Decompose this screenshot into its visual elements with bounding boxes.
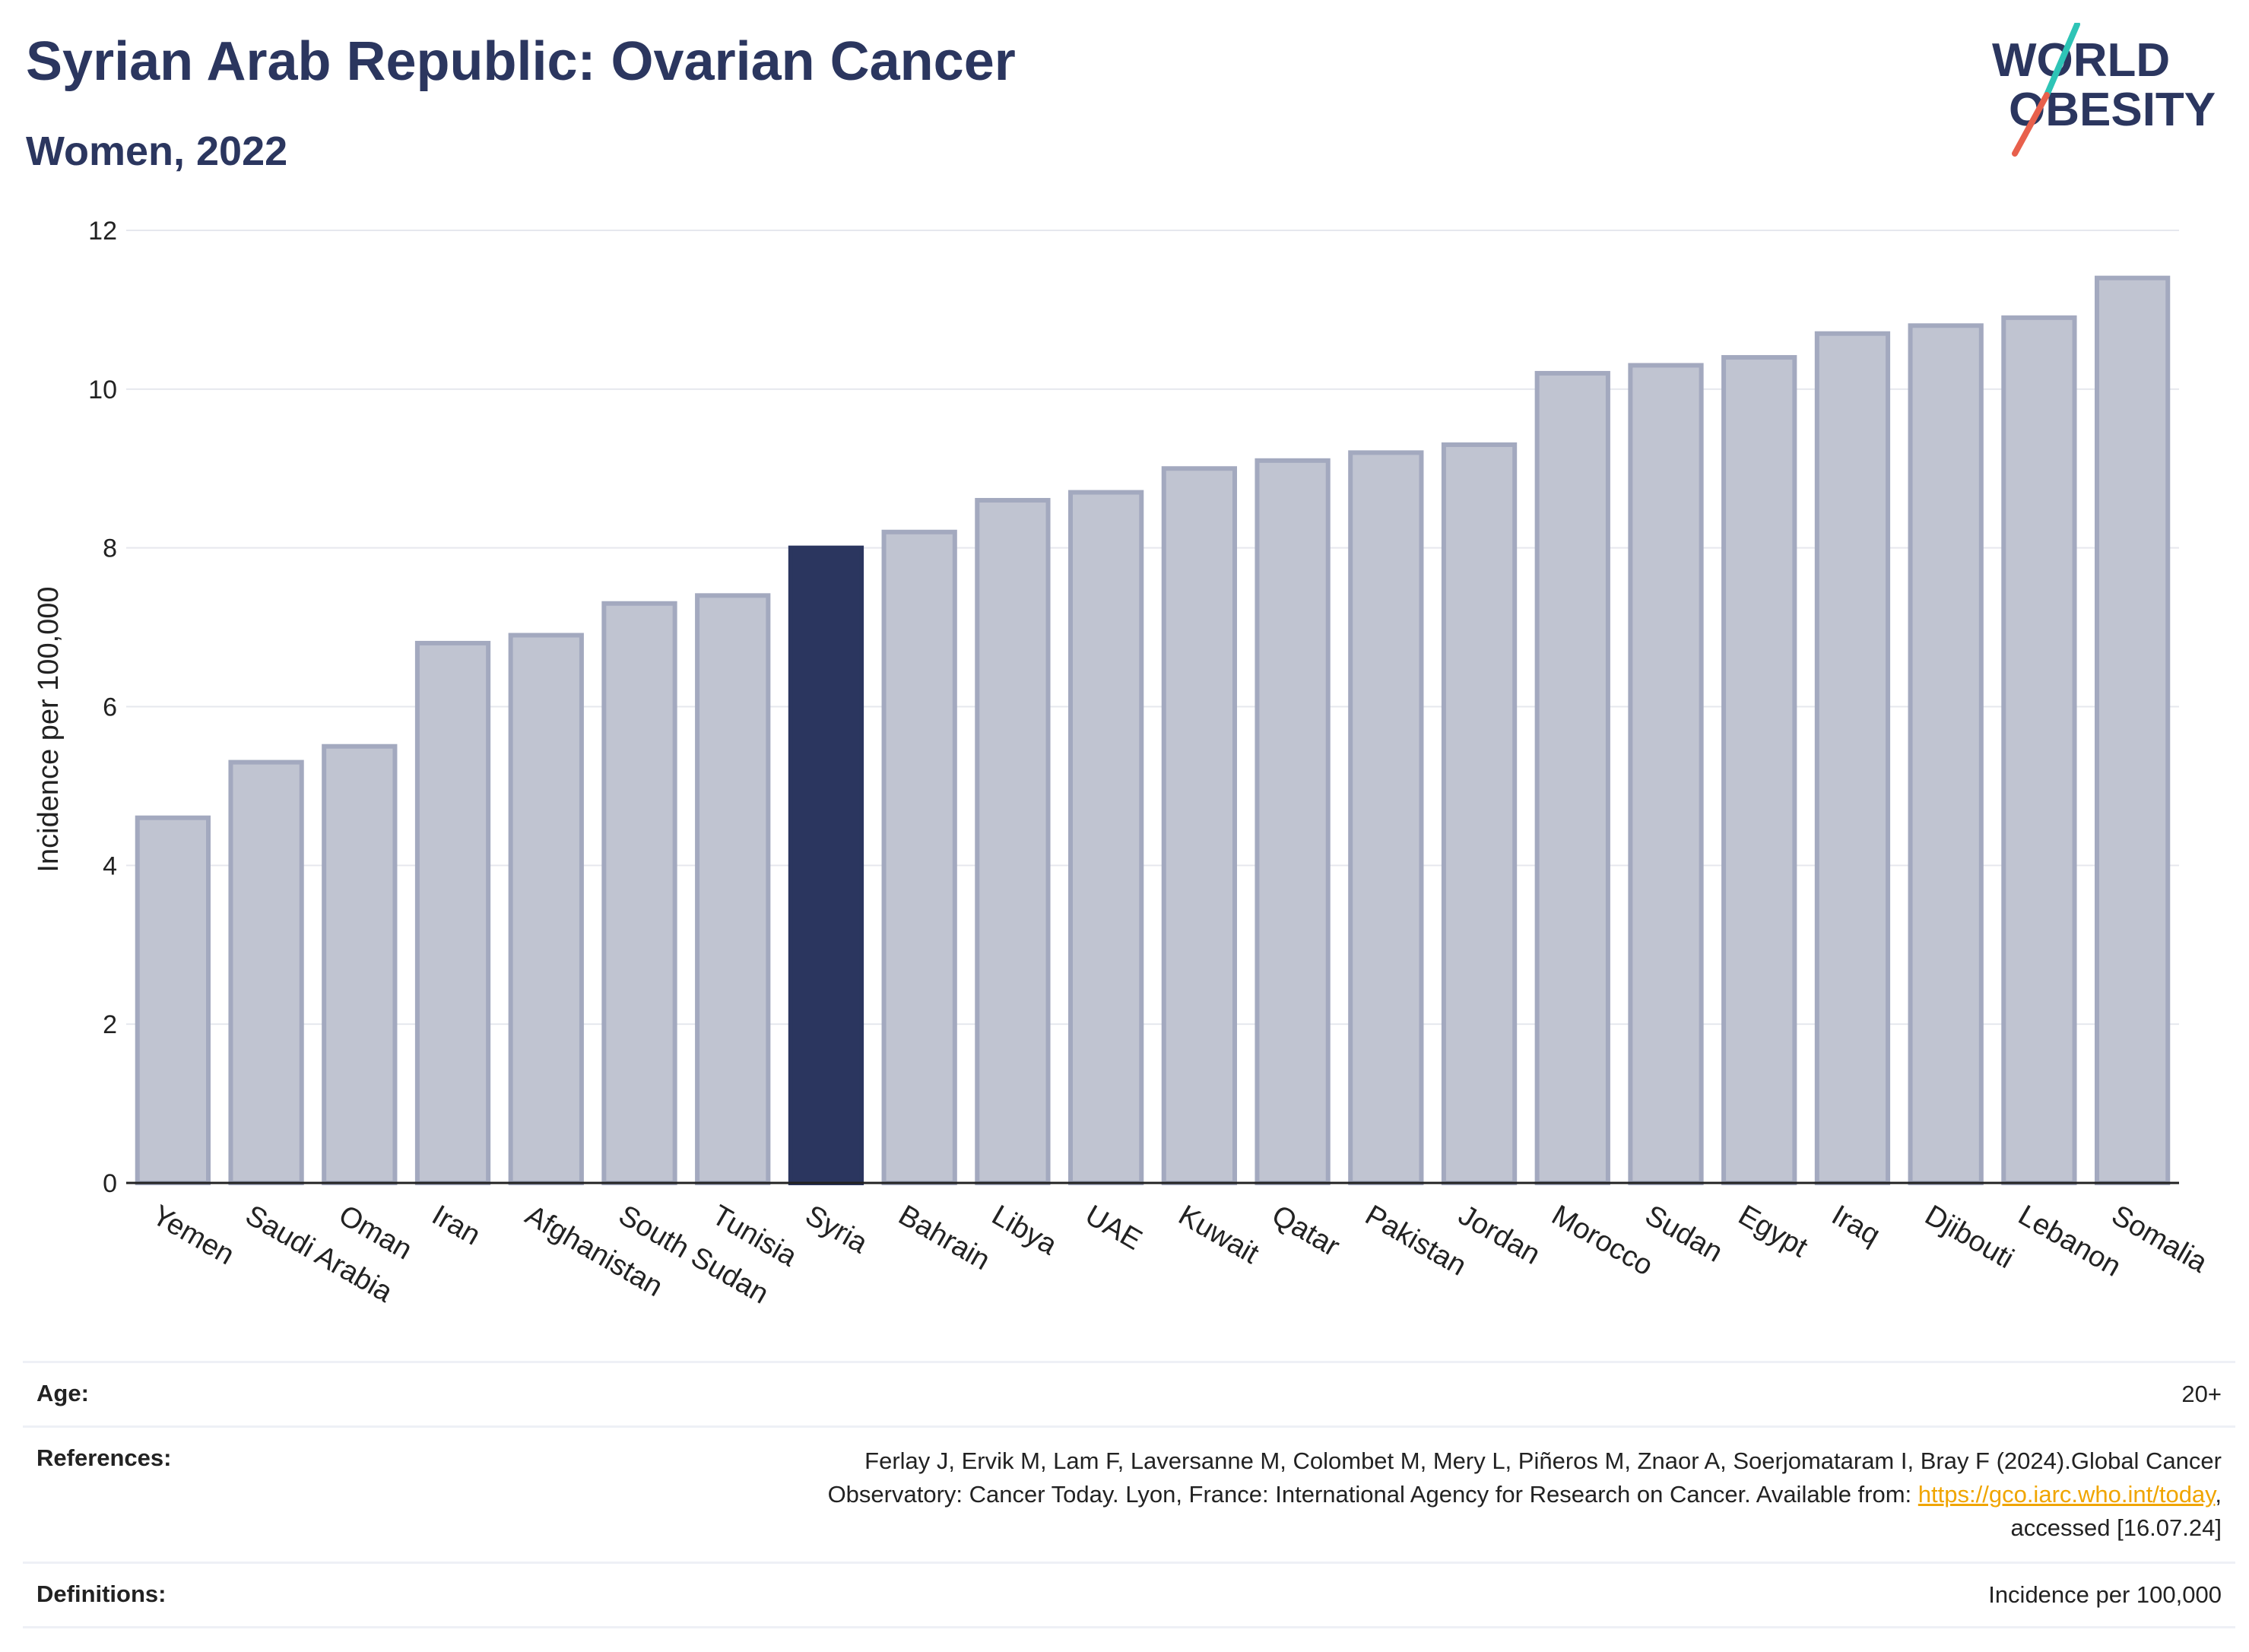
references-row: References: Ferlay J, Ervik M, Lam F, La… (23, 1425, 2235, 1562)
definitions-label: Definitions: (36, 1581, 167, 1607)
x-tick-label: Pakistan (1359, 1199, 1471, 1282)
x-tick-label: Qatar (1267, 1199, 1346, 1263)
references-label: References: (36, 1444, 172, 1471)
definitions-value: Incidence per 100,000 (1988, 1581, 2222, 1608)
x-tick-label: Djibouti (1920, 1199, 2019, 1275)
x-tick-label: Iran (427, 1199, 486, 1251)
bar-pakistan (1348, 450, 1424, 1185)
bar-south-sudan (601, 601, 677, 1185)
y-tick-label: 2 (103, 1010, 117, 1039)
bar-oman (322, 744, 398, 1185)
references-line2-prefix: Observatory: Cancer Today. Lyon, France:… (827, 1481, 1918, 1508)
references-link[interactable]: https://gco.iarc.who.int/today (1918, 1481, 2216, 1508)
page-title: Syrian Arab Republic: Ovarian Cancer (26, 31, 1016, 92)
y-tick-label: 4 (103, 851, 117, 880)
age-value: 20+ (2181, 1381, 2222, 1407)
age-label: Age: (36, 1380, 89, 1406)
references-line2-suffix: , (2215, 1481, 2222, 1508)
bar-morocco (1534, 370, 1610, 1186)
x-tick-label: Lebanon (2013, 1199, 2126, 1283)
bar-libya (975, 498, 1051, 1185)
bar-bahrain (881, 529, 957, 1185)
bar-jordan (1441, 442, 1518, 1185)
x-tick-label: Iraq (1826, 1199, 1886, 1251)
bar-egypt (1721, 355, 1797, 1186)
bar-iran (414, 640, 491, 1185)
logo-line2: OBESITY (2009, 84, 2216, 136)
x-tick-label: Syria (800, 1199, 874, 1260)
bar-iraq (1814, 331, 1891, 1185)
bar-yemen (135, 815, 211, 1186)
references-value: Ferlay J, Ervik M, Lam F, Laversanne M, … (828, 1444, 2222, 1545)
references-line3: accessed [16.07.24] (2010, 1514, 2222, 1541)
y-tick-label: 8 (103, 534, 117, 563)
bar-saudi-arabia (228, 759, 304, 1185)
info-table: Age: 20+ References: Ferlay J, Ervik M, … (23, 1361, 2235, 1628)
x-tick-label: Egypt (1733, 1199, 1813, 1264)
bar-somalia (2095, 275, 2171, 1185)
page-subtitle: Women, 2022 (26, 128, 288, 174)
bar-sudan (1628, 363, 1704, 1186)
world-obesity-logo: WORLD OBESITY (1992, 23, 2216, 157)
age-row: Age: 20+ (23, 1361, 2235, 1425)
bar-kuwait (1161, 466, 1238, 1185)
x-tick-label: Bahrain (893, 1199, 995, 1276)
x-tick-label: UAE (1080, 1199, 1147, 1256)
bar-lebanon (2001, 315, 2077, 1186)
bar-djibouti (1908, 323, 1984, 1185)
y-tick-label: 0 (103, 1169, 117, 1198)
x-tick-label: Morocco (1546, 1199, 1658, 1282)
x-tick-label: Somalia (2106, 1199, 2213, 1279)
x-tick-label: Kuwait (1173, 1199, 1264, 1270)
x-tick-label: Yemen (147, 1199, 239, 1271)
y-tick-label: 6 (103, 693, 117, 722)
definitions-row: Definitions: Incidence per 100,000 (23, 1562, 2235, 1628)
y-tick-label: 12 (88, 217, 117, 246)
logo-line1: WORLD (1992, 34, 2170, 87)
y-tick-label: 10 (88, 376, 117, 404)
y-axis-label: Incidence per 100,000 (33, 586, 65, 872)
bar-uae (1068, 490, 1144, 1185)
bar-syria (788, 545, 864, 1185)
bar-qatar (1255, 458, 1331, 1185)
bar-afghanistan (508, 633, 584, 1185)
x-tick-label: Libya (986, 1199, 1062, 1261)
logo-slash-coral (2012, 92, 2050, 157)
references-line1: Ferlay J, Ervik M, Lam F, Laversanne M, … (864, 1447, 2222, 1474)
bar-tunisia (695, 593, 771, 1185)
logo-slash-teal (2044, 23, 2080, 98)
